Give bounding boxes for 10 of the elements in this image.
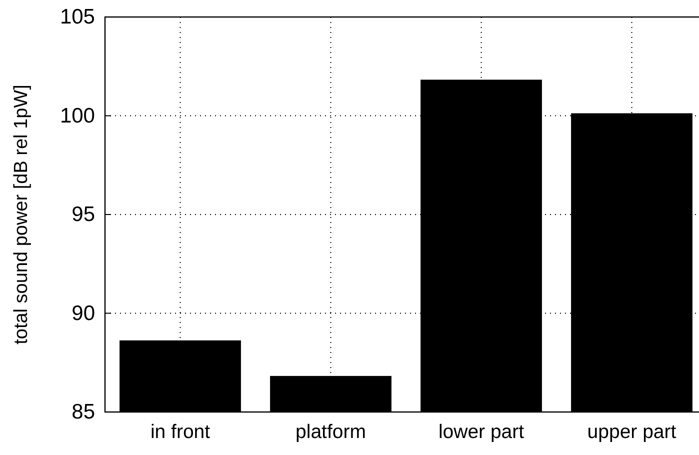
x-tick-label: upper part	[587, 420, 677, 443]
x-tick-label: lower part	[438, 420, 525, 443]
y-tick-label: 85	[72, 400, 95, 424]
y-tick-label: 90	[72, 302, 95, 325]
y-tick-label: 95	[72, 203, 95, 226]
y-tick-label: 100	[60, 104, 95, 128]
y-axis-title: total sound power [dB rel 1pW]	[11, 84, 32, 344]
y-tick-label: 105	[60, 6, 95, 29]
x-tick-label: platform	[296, 420, 366, 443]
x-tick-label: in front	[150, 420, 211, 443]
